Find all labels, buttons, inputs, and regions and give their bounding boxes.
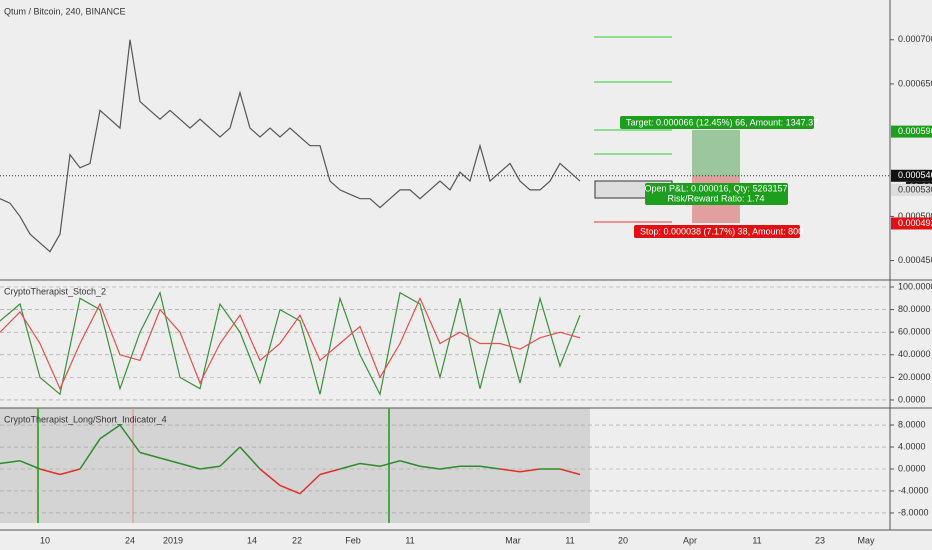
- chart-title: Qtum / Bitcoin, 240, BINANCE: [4, 6, 126, 16]
- price-line: [0, 39, 581, 253]
- profit-zone: [692, 130, 740, 176]
- price-badge-label: 0.000596: [898, 126, 932, 136]
- indicator-segment: [219, 446, 241, 467]
- x-tick-label: Feb: [345, 535, 361, 545]
- indicator-segment: [299, 473, 321, 495]
- y-tick-label: 40.0000: [898, 349, 931, 359]
- x-tick-label: 14: [247, 535, 257, 545]
- target-label-bg: [620, 116, 814, 129]
- indicator-segment: [159, 457, 181, 465]
- pane-title: CryptoTherapist_Stoch_2: [4, 286, 106, 296]
- price-badge-label: 0.000546: [898, 170, 932, 180]
- y-tick-label: 80.0000: [898, 304, 931, 314]
- x-tick-label: 11: [565, 535, 574, 545]
- x-tick-label: 10: [40, 535, 50, 545]
- stoch-line: [0, 296, 581, 391]
- y-tick-label: 0.0000: [898, 394, 926, 404]
- indicator-segment: [99, 424, 121, 440]
- indicator-segment: [359, 462, 381, 467]
- x-tick-label: 11: [405, 535, 414, 545]
- y-tick-label: 0.000500: [898, 211, 932, 221]
- y-tick-label: 0.0000: [898, 463, 926, 473]
- indicator-segment: [479, 465, 501, 470]
- indicator-segment: [19, 460, 41, 470]
- price-badge: [891, 125, 932, 138]
- y-tick-label: -8.0000: [898, 507, 929, 517]
- x-tick-label: 23: [815, 535, 825, 545]
- x-tick-label: 2019: [163, 535, 183, 545]
- indicator-segment: [519, 468, 541, 473]
- pnl-label-bg: [645, 183, 788, 205]
- y-tick-label: 0.000650: [898, 78, 932, 88]
- target-label: Target: 0.000066 (12.45%) 66, Amount: 13…: [626, 117, 818, 127]
- y-tick-label: 100.0000: [898, 281, 932, 291]
- y-tick-label: 60.0000: [898, 327, 931, 337]
- price-badge: [891, 169, 932, 182]
- indicator-segment: [119, 424, 141, 453]
- indicator-segment: [199, 465, 221, 470]
- y-tick-label: 20.0000: [898, 372, 931, 382]
- indicator-segment: [379, 460, 401, 467]
- indicator-segment: [239, 446, 261, 470]
- price-badge: [891, 183, 932, 196]
- stoch-line: [0, 290, 581, 397]
- indicator-segment: [559, 468, 581, 476]
- rr-label: Risk/Reward Ratio: 1.74: [667, 193, 764, 203]
- price-badge-label: 0.000530: [898, 184, 932, 194]
- indicator-segment: [279, 484, 301, 495]
- indicator-segment: [39, 468, 61, 476]
- x-tick-label: 11: [752, 535, 761, 545]
- indicator-segment: [439, 465, 461, 470]
- indicator-segment: [419, 465, 441, 470]
- y-tick-label: -4.0000: [898, 485, 929, 495]
- indicator-segment: [179, 462, 201, 470]
- x-tick-label: 24: [125, 535, 135, 545]
- y-tick-label: 0.000700: [898, 34, 932, 44]
- x-tick-label: Mar: [505, 535, 521, 545]
- position-tool: Target: 0.000066 (12.45%) 66, Amount: 13…: [594, 36, 818, 238]
- indicator-segment: [59, 468, 81, 476]
- x-tick-label: May: [857, 535, 875, 545]
- indicator-segment: [79, 438, 101, 470]
- y-tick-label: 0.000450: [898, 255, 932, 265]
- pnl-label: Open P&L: 0.000016, Qty: 5263157: [644, 183, 787, 193]
- indicator-segment: [399, 460, 421, 467]
- indicator-segment: [139, 451, 161, 459]
- stop-label: Stop: 0.000038 (7.17%) 38, Amount: 800: [640, 226, 803, 236]
- indicator-segment: [319, 468, 341, 476]
- indicator-segment: [339, 462, 361, 470]
- indicator-shade: [0, 408, 590, 523]
- y-tick-label: 4.0000: [898, 441, 926, 451]
- price-badge: [891, 217, 932, 230]
- stop-label-bg: [634, 225, 800, 238]
- x-tick-label: 22: [292, 535, 302, 545]
- indicator-segment: [499, 468, 521, 473]
- x-tick-label: 20: [618, 535, 628, 545]
- x-tick-label: Apr: [683, 535, 697, 545]
- price-badge-label: 0.000492: [898, 218, 932, 228]
- indicator-segment: [259, 468, 281, 487]
- y-tick-label: 8.0000: [898, 419, 926, 429]
- pane-title: CryptoTherapist_Long/Short_Indicator_4: [4, 414, 167, 424]
- indicator-segment: [0, 460, 21, 465]
